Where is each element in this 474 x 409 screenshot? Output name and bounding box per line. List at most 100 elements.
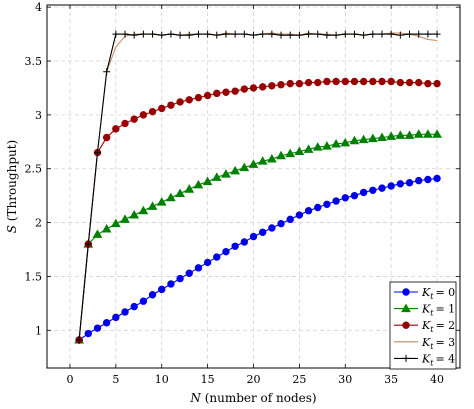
data-point [286,31,294,39]
x-tick-label: 5 [112,373,119,386]
legend-var: K [421,336,431,349]
data-point [295,31,303,39]
data-point [84,240,92,248]
data-point [138,205,149,215]
x-tick-label: 20 [247,373,261,386]
data-point [158,31,166,39]
data-point [185,269,193,277]
x-tick-label: 10 [155,373,169,386]
data-point [349,135,360,145]
y-tick-label: 3.5 [25,55,43,68]
data-point [424,79,432,88]
data-point [248,159,259,168]
x-tick-label: 40 [430,373,444,386]
data-point [213,89,221,98]
legend-value: = 4 [435,352,455,365]
data-point [396,180,405,188]
data-point [75,336,83,344]
data-point [369,30,377,38]
data-point [359,188,368,197]
legend-var: K [421,303,431,316]
legend-value: = 0 [435,286,455,299]
data-point [404,130,415,139]
data-point [413,129,424,138]
data-point [277,219,285,228]
x-tick-label: 25 [292,373,306,386]
data-point [184,184,195,193]
data-point [193,179,204,189]
data-point [258,228,267,236]
series-line [78,177,438,341]
data-point [266,154,277,163]
series-2 [75,77,441,344]
y-axis-variable: S [5,225,19,233]
data-point [277,31,285,39]
data-point [323,31,331,39]
x-tick-label: 0 [66,373,73,386]
data-point [433,30,441,38]
legend-item: Kt = 0 [394,286,455,301]
legend-label: Kt = 4 [421,352,455,367]
y-axis-description: (Throughput) [5,140,19,221]
data-point [432,129,442,138]
data-point [387,30,395,38]
x-axis-variable: N [189,391,201,405]
data-point [305,30,313,38]
data-point [340,137,351,147]
series-line [78,133,438,341]
data-point [102,319,111,327]
legend-label: Kt = 1 [421,303,455,318]
data-point [176,98,184,106]
legend-sub: t [430,309,434,318]
data-point [415,78,423,87]
data-point [433,174,441,183]
data-point [323,77,331,86]
data-point [258,83,267,91]
data-point [303,144,314,153]
data-point [323,200,331,208]
data-point [194,264,203,272]
legend-var: K [421,286,431,299]
data-point [158,285,166,294]
data-point [378,184,386,192]
data-point [185,31,193,39]
legend-marker [402,354,410,362]
data-point [433,79,441,88]
data-point [367,133,378,143]
data-point [423,129,433,138]
data-point [202,176,213,186]
data-point [93,149,101,157]
data-point [268,30,276,38]
data-point [295,79,304,88]
data-point [120,214,130,223]
data-point [149,30,157,38]
data-point [314,203,322,212]
axis-ticks: 0 5 10 15 20 25 30 35 40 1 1.5 2 2.5 3 3.5 4 [25,1,460,386]
data-point [194,30,202,38]
data-point [332,31,340,39]
data-point [314,30,322,38]
data-point [387,182,395,190]
data-point [176,274,184,283]
data-point [121,119,129,128]
data-point [167,101,175,109]
data-point [369,77,377,86]
data-point [268,224,276,232]
data-point [286,79,294,88]
data-point [240,30,248,38]
data-point [230,165,241,175]
data-point [249,232,258,241]
x-tick-label: 15 [201,373,215,386]
data-point [158,104,166,113]
data-point [167,280,175,288]
data-point [268,82,276,90]
data-point [387,77,395,86]
data-point [176,31,184,39]
data-point [84,329,93,338]
data-point [213,253,221,261]
legend-item: Kt = 1 [394,303,455,318]
data-point [304,78,313,87]
y-tick-label: 2.5 [25,163,43,176]
series-4 [75,30,441,344]
